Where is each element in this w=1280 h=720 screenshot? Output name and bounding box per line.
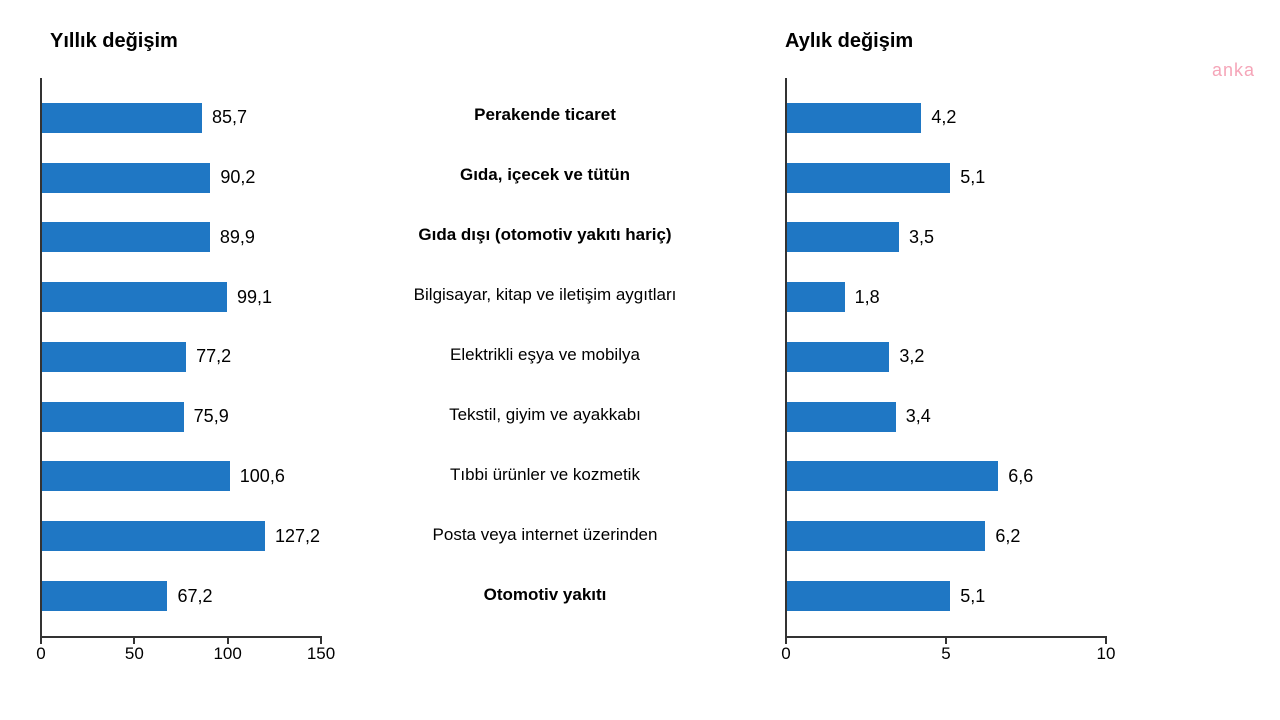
bar-row: 3,2 bbox=[787, 337, 1105, 377]
bar-value-label: 85,7 bbox=[212, 107, 247, 128]
bar-row: 100,6 bbox=[42, 456, 320, 496]
category-label: Gıda, içecek ve tütün bbox=[375, 155, 715, 195]
bar-value-label: 6,2 bbox=[995, 526, 1020, 547]
right-plot-area: 4,25,13,51,83,23,46,66,25,1 0510 bbox=[785, 78, 1105, 638]
axis-tick-label: 150 bbox=[307, 644, 335, 664]
bar-value-label: 5,1 bbox=[960, 586, 985, 607]
bar bbox=[787, 222, 899, 252]
bar bbox=[787, 461, 998, 491]
axis-tick-label: 5 bbox=[941, 644, 950, 664]
axis-tick: 0 bbox=[40, 636, 42, 644]
bar-value-label: 100,6 bbox=[240, 466, 285, 487]
bar-row: 75,9 bbox=[42, 397, 320, 437]
bar-value-label: 3,4 bbox=[906, 406, 931, 427]
axis-tick: 100 bbox=[227, 636, 229, 644]
bar-value-label: 77,2 bbox=[196, 346, 231, 367]
bar-row: 4,2 bbox=[787, 98, 1105, 138]
bar bbox=[42, 402, 184, 432]
bar-row: 3,4 bbox=[787, 397, 1105, 437]
bar bbox=[42, 282, 227, 312]
bar bbox=[787, 103, 921, 133]
left-chart: Yıllık değişim 85,7 90,2 89,9 99,1 77,2 75,9 1… bbox=[40, 30, 375, 690]
chart-container: Yıllık değişim 85,7 90,2 89,9 99,1 77,2 75,9 1… bbox=[0, 0, 1280, 720]
bar-row: 5,1 bbox=[787, 158, 1105, 198]
category-label: Otomotiv yakıtı bbox=[375, 575, 715, 615]
category-label: Bilgisayar, kitap ve iletişim aygıtları bbox=[375, 275, 715, 315]
bar bbox=[42, 342, 186, 372]
bar-value-label: 6,6 bbox=[1008, 466, 1033, 487]
bar-value-label: 4,2 bbox=[931, 107, 956, 128]
bar-value-label: 67,2 bbox=[177, 586, 212, 607]
right-chart-title: Aylık değişim bbox=[785, 30, 1155, 53]
axis-tick-label: 10 bbox=[1097, 644, 1116, 664]
bar-value-label: 90,2 bbox=[220, 167, 255, 188]
bar-value-label: 127,2 bbox=[275, 526, 320, 547]
category-label: Posta veya internet üzerinden bbox=[375, 515, 715, 555]
bar-row: 67,2 bbox=[42, 576, 320, 616]
bar-row: 89,9 bbox=[42, 217, 320, 257]
bar bbox=[42, 163, 210, 193]
left-plot-area: 85,790,289,999,177,275,9100,6127,267,2 0… bbox=[40, 78, 320, 638]
axis-tick-label: 100 bbox=[213, 644, 241, 664]
category-label: Tıbbi ürünler ve kozmetik bbox=[375, 455, 715, 495]
bar-value-label: 89,9 bbox=[220, 227, 255, 248]
bar-row: 6,2 bbox=[787, 516, 1105, 556]
category-labels-column: Perakende ticaret Gıda, içecek ve tütün Gı… bbox=[375, 30, 715, 690]
category-label: Elektrikli eşya ve mobilya bbox=[375, 335, 715, 375]
category-label: Perakende ticaret bbox=[375, 95, 715, 135]
bar bbox=[42, 222, 210, 252]
axis-tick: 5 bbox=[945, 636, 947, 644]
bar bbox=[787, 521, 985, 551]
axis-tick: 0 bbox=[785, 636, 787, 644]
bar-value-label: 5,1 bbox=[960, 167, 985, 188]
bar-row: 90,2 bbox=[42, 158, 320, 198]
bar-row: 6,6 bbox=[787, 456, 1105, 496]
bar-value-label: 3,5 bbox=[909, 227, 934, 248]
bar bbox=[787, 581, 950, 611]
bar bbox=[787, 402, 896, 432]
axis-tick: 10 bbox=[1105, 636, 1107, 644]
axis-tick-label: 0 bbox=[781, 644, 790, 664]
left-chart-title: Yıllık değişim bbox=[40, 30, 375, 53]
axis-tick-label: 0 bbox=[36, 644, 45, 664]
bar-row: 85,7 bbox=[42, 98, 320, 138]
bar-value-label: 99,1 bbox=[237, 287, 272, 308]
bar-value-label: 1,8 bbox=[855, 287, 880, 308]
bar-row: 77,2 bbox=[42, 337, 320, 377]
bar-row: 3,5 bbox=[787, 217, 1105, 257]
category-label: Gıda dışı (otomotiv yakıtı hariç) bbox=[375, 215, 715, 255]
right-chart: Aylık değişim 4,2 5,1 3,5 1,8 3,2 3,4 6,6 6,2 5,… bbox=[785, 30, 1155, 690]
category-label: Tekstil, giyim ve ayakkabı bbox=[375, 395, 715, 435]
bar-value-label: 75,9 bbox=[194, 406, 229, 427]
watermark: anka bbox=[1212, 60, 1255, 81]
bar-value-label: 3,2 bbox=[899, 346, 924, 367]
bar-row: 99,1 bbox=[42, 277, 320, 317]
bar-row: 5,1 bbox=[787, 576, 1105, 616]
bar bbox=[42, 581, 167, 611]
bar bbox=[42, 521, 265, 551]
bar bbox=[787, 342, 889, 372]
bar-row: 1,8 bbox=[787, 277, 1105, 317]
bar bbox=[42, 103, 202, 133]
axis-tick: 50 bbox=[133, 636, 135, 644]
bar bbox=[787, 163, 950, 193]
axis-tick-label: 50 bbox=[125, 644, 144, 664]
bar bbox=[787, 282, 845, 312]
axis-tick: 150 bbox=[320, 636, 322, 644]
bar bbox=[42, 461, 230, 491]
bar-row: 127,2 bbox=[42, 516, 320, 556]
